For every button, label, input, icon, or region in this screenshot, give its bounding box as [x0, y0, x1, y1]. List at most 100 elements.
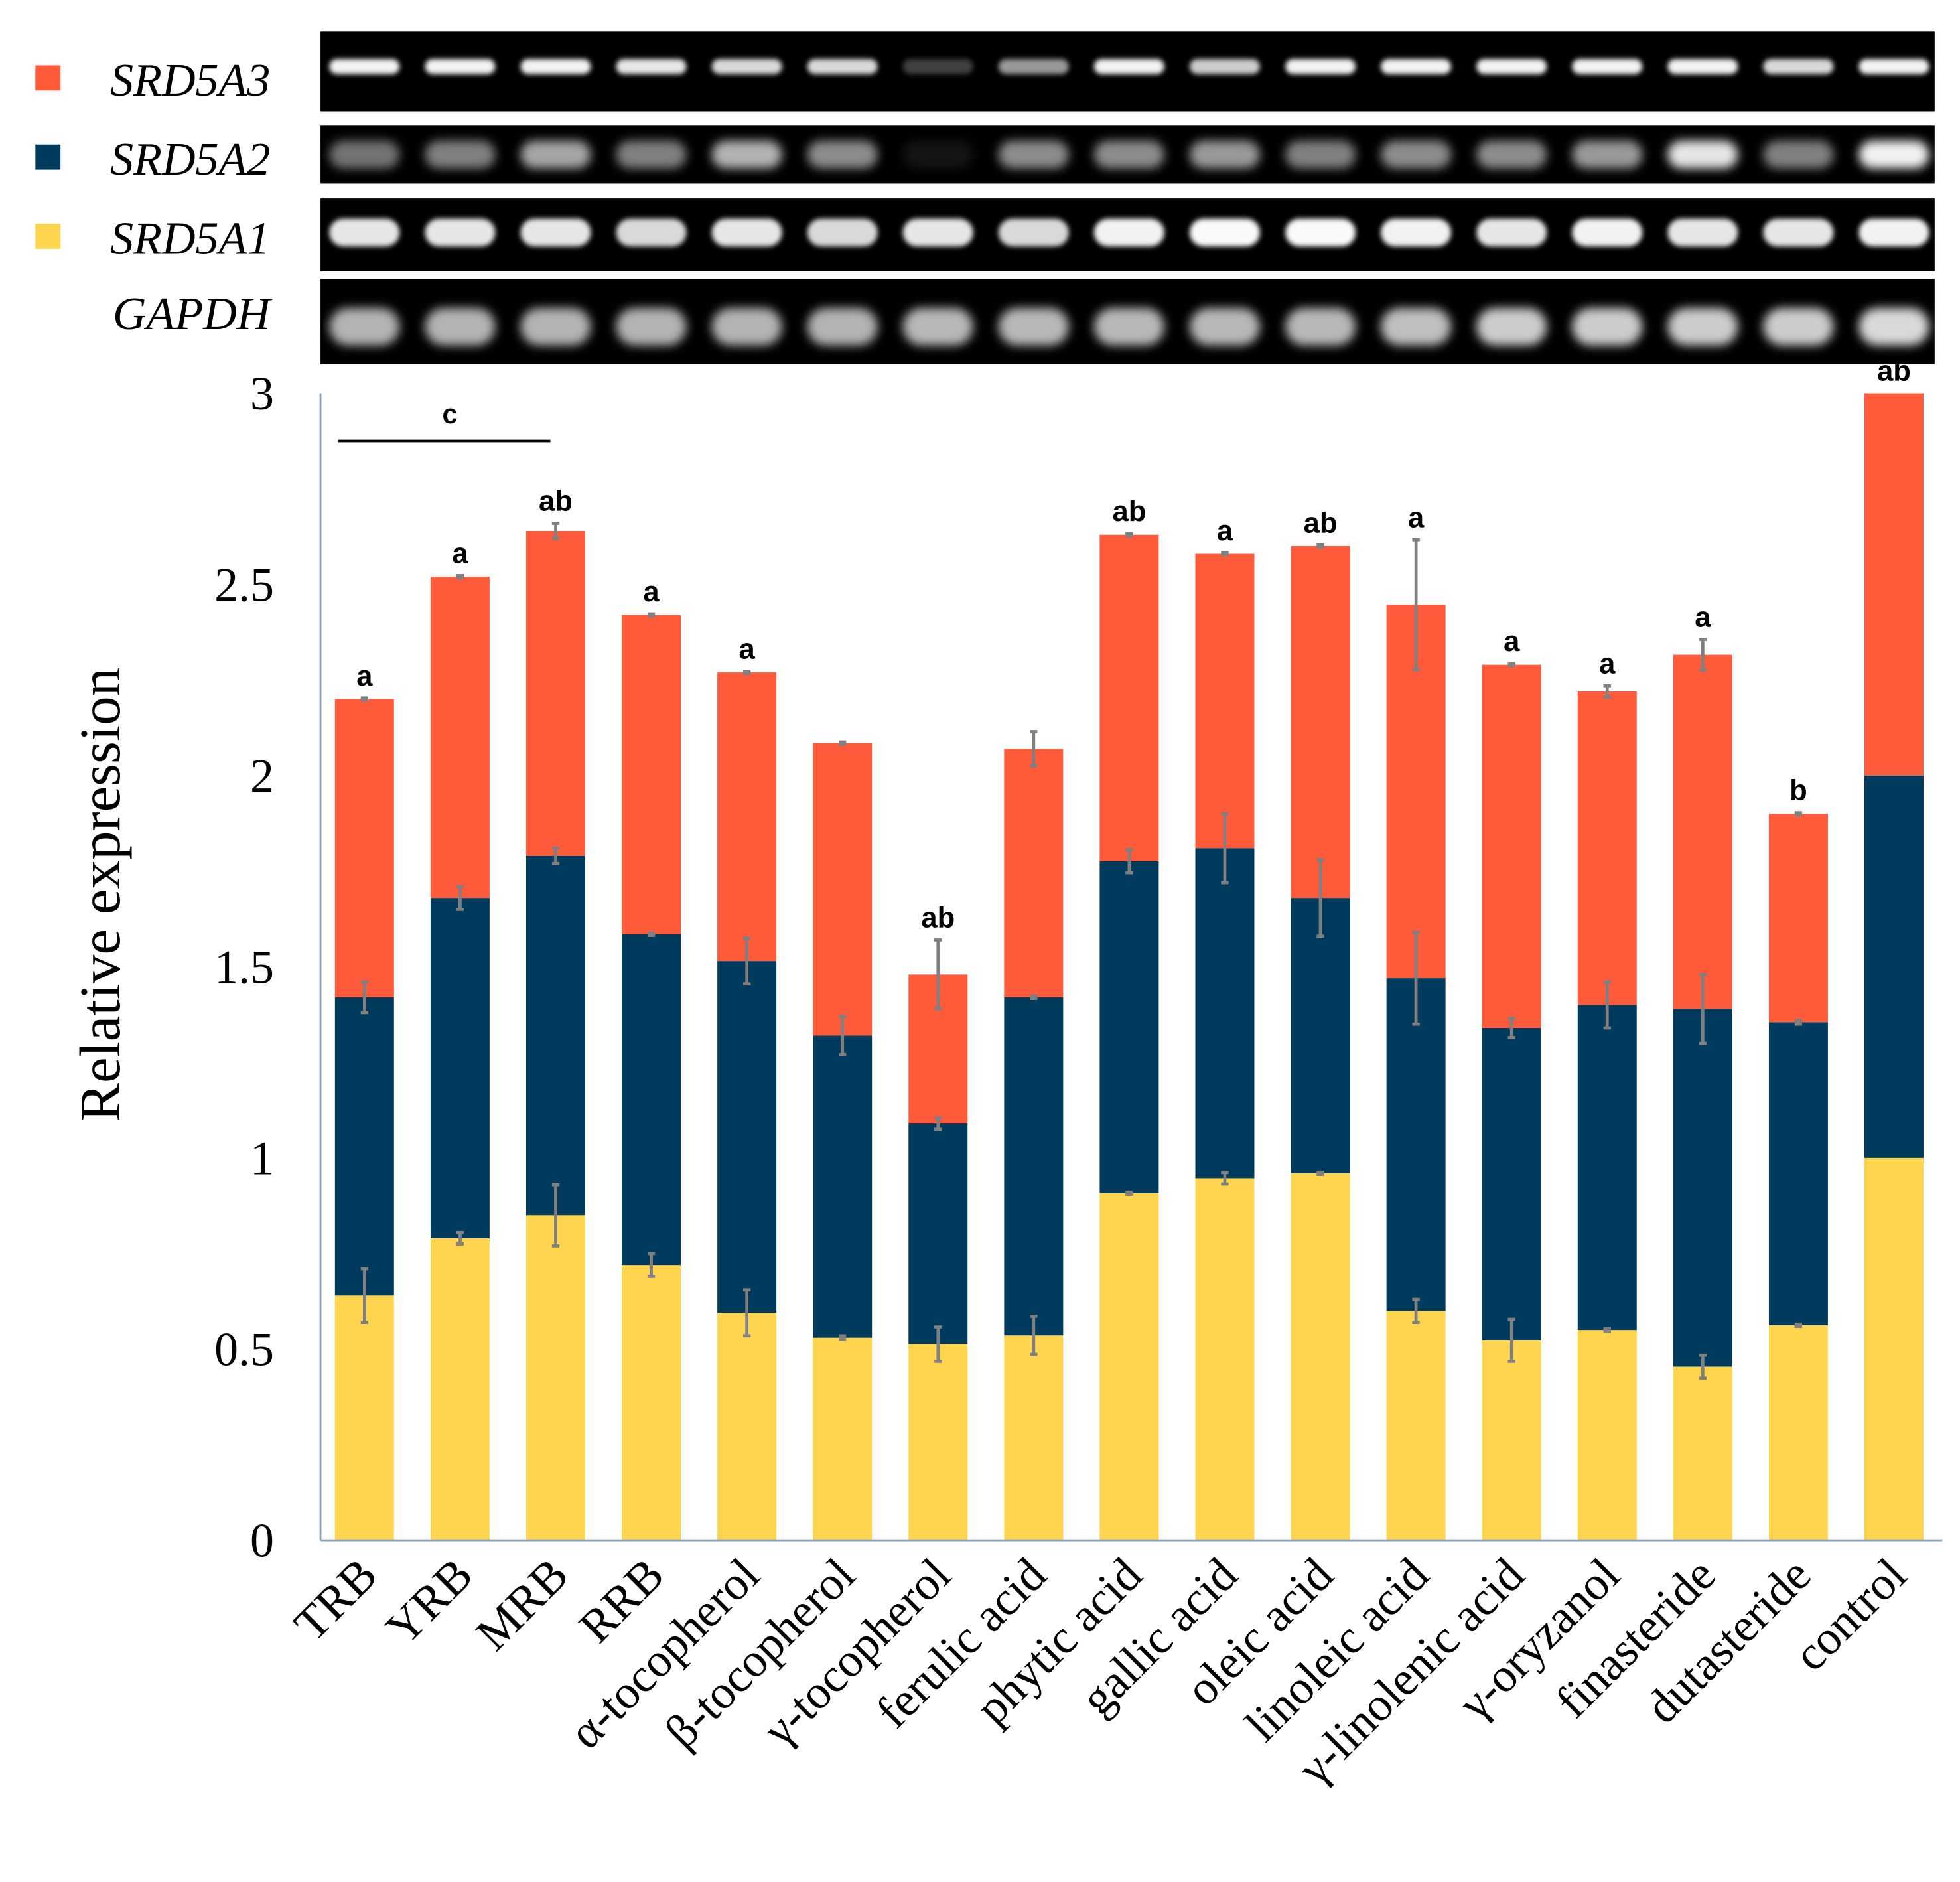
gel-band: [1285, 58, 1356, 74]
error-bar: [742, 670, 751, 676]
gel-band: [998, 307, 1069, 346]
gel-band: [807, 218, 878, 247]
gel-band: [807, 307, 878, 346]
error-bar: [360, 980, 369, 1015]
gel-band: [1189, 307, 1260, 346]
bar-segment-srd5a2: [334, 997, 394, 1296]
significance-letter: ab: [921, 903, 955, 934]
gel-band: [1667, 218, 1738, 247]
significance-letter: a: [1599, 648, 1616, 680]
gel-band: [1189, 218, 1260, 247]
error-bar: [360, 1267, 369, 1325]
error-bar: [1030, 730, 1038, 768]
legend-label-srd5a1: SRD5A1: [110, 213, 270, 264]
bar-segment-srd5a2: [1768, 1022, 1828, 1325]
legend-label-srd5a3: SRD5A3: [110, 55, 270, 106]
gel-band: [616, 58, 687, 74]
significance-letter: ab: [539, 486, 573, 518]
y-tick-label: 2.5: [214, 558, 274, 611]
gel-band: [520, 307, 591, 346]
gel-band: [1285, 307, 1356, 346]
error-bar: [456, 574, 464, 580]
error-bar: [839, 740, 847, 746]
bar-segment-srd5a2: [813, 1035, 873, 1338]
gel-band: [616, 218, 687, 247]
gel-band: [1572, 58, 1643, 74]
bar-segment-srd5a2: [908, 1123, 968, 1344]
bar-segment-srd5a3: [1291, 546, 1350, 899]
gel-band: [902, 307, 973, 346]
gel-band: [1763, 218, 1834, 247]
gel-band: [1093, 141, 1164, 169]
error-bar: [456, 1230, 464, 1246]
gel-row-a2: [320, 125, 1935, 184]
gel-row-a3: [320, 31, 1935, 112]
error-bar: [1699, 972, 1707, 1045]
error-bar: [1316, 543, 1324, 549]
bar-segment-srd5a3: [1673, 654, 1732, 1009]
bar-segment-srd5a2: [1482, 1027, 1541, 1340]
gel-band: [807, 58, 878, 74]
gel-band: [902, 58, 973, 74]
error-bar: [647, 1252, 656, 1278]
gel-band: [998, 218, 1069, 247]
gel-band: [1572, 141, 1643, 169]
bar-segment-srd5a3: [1864, 393, 1924, 776]
bar-segment-srd5a1: [525, 1215, 585, 1541]
error-bar: [1030, 994, 1038, 1000]
significance-letter: a: [1504, 626, 1520, 658]
gel-band: [1093, 307, 1164, 346]
group-bracket-label: c: [442, 398, 457, 429]
error-bar: [360, 696, 369, 702]
significance-letter: ab: [1304, 507, 1338, 539]
bar-segment-srd5a2: [1386, 978, 1446, 1311]
gel-band: [1858, 58, 1929, 74]
gel-band: [329, 307, 400, 346]
bar-segment-srd5a1: [1673, 1366, 1732, 1541]
x-tick-label: TRB: [284, 1548, 387, 1651]
gel-band: [711, 58, 782, 74]
gel-band: [1381, 307, 1452, 346]
error-bar: [839, 1334, 847, 1341]
error-bar: [456, 885, 464, 911]
y-axis-label: Relative expression: [68, 668, 132, 1122]
gel-band: [520, 218, 591, 247]
gel-band: [520, 141, 591, 169]
bar-segment-srd5a1: [1291, 1173, 1350, 1541]
gel-band: [1285, 218, 1356, 247]
bar-segment-srd5a2: [430, 898, 490, 1238]
bar-segment-srd5a2: [1195, 848, 1255, 1179]
bar-segment-srd5a1: [430, 1238, 490, 1541]
gel-band: [711, 307, 782, 346]
gel-band: [711, 141, 782, 169]
gel-band: [1763, 307, 1834, 346]
x-tick-labels: TRBYRBMRBRRBα-tocopherolβ-tocopherolγ-to…: [284, 1548, 1917, 1795]
error-bar: [1316, 1170, 1324, 1177]
gel-band: [425, 218, 496, 247]
error-bar: [551, 846, 560, 865]
gel-band: [520, 58, 591, 74]
bar-segment-srd5a1: [1386, 1311, 1446, 1541]
gel-band: [425, 58, 496, 74]
error-bar: [742, 1288, 751, 1338]
bar-segment-srd5a1: [1004, 1335, 1064, 1541]
gel-band: [1093, 58, 1164, 74]
significance-letter: a: [739, 634, 756, 666]
gel-band: [329, 141, 400, 169]
gel-band: [1381, 58, 1452, 74]
gel-band: [329, 58, 400, 74]
significance-letter: a: [452, 538, 468, 569]
legend: SRD5A3 SRD5A2 SRD5A1 GAPDH: [35, 55, 273, 340]
error-bar: [1794, 1322, 1803, 1329]
gel-band: [616, 307, 687, 346]
significance-letter: a: [643, 576, 660, 608]
gel-band: [998, 58, 1069, 74]
gel-band: [1763, 141, 1834, 169]
error-bar: [1316, 858, 1324, 938]
gel-band: [1189, 141, 1260, 169]
significance-letter: b: [1789, 775, 1807, 807]
error-bar: [1699, 638, 1707, 672]
bar-segment-srd5a3: [1099, 534, 1159, 861]
